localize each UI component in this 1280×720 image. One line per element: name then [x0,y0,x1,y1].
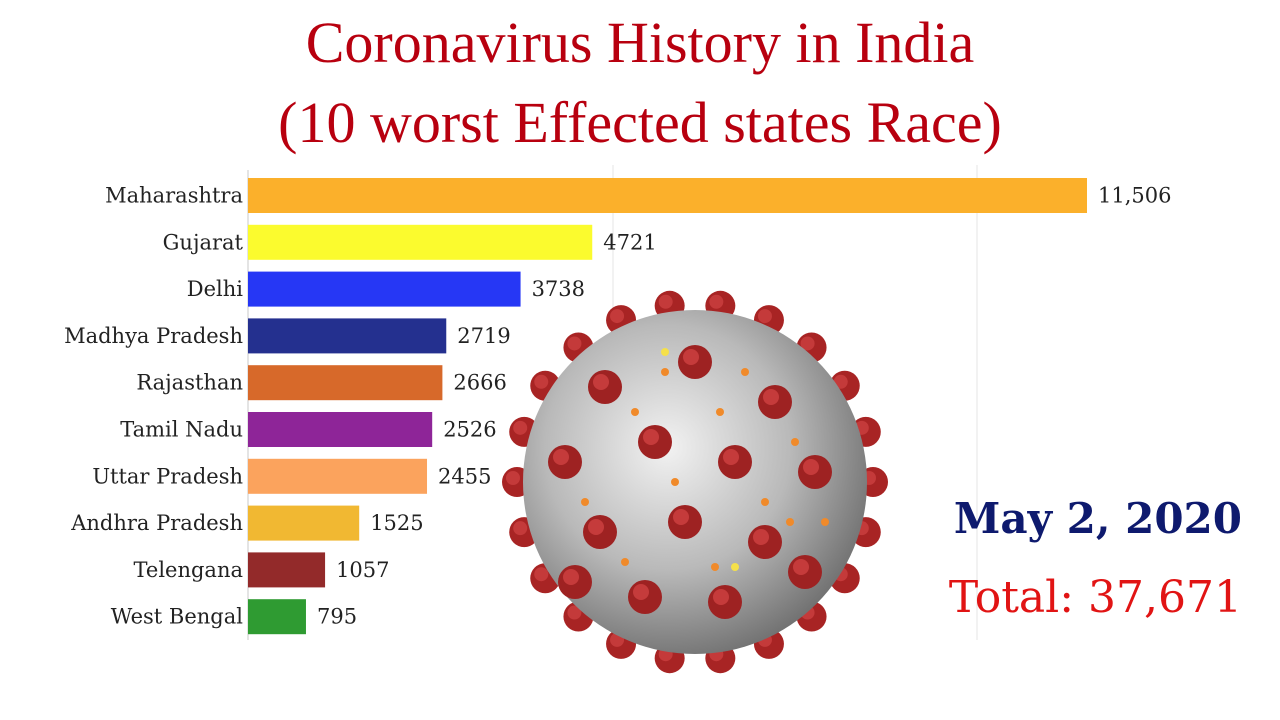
bar [248,599,306,635]
chart-title-line-2: (10 worst Effected states Race) [278,90,1002,155]
value-label: 3738 [532,277,585,301]
value-label: 2666 [453,371,506,395]
category-label: Rajasthan [136,371,243,395]
value-label: 2455 [438,464,491,488]
bar [248,271,521,307]
chart-title-line-1: Coronavirus History in India [305,10,975,75]
category-label: Maharashtra [105,184,243,208]
category-label: Gujarat [163,230,244,254]
date-label: May 2, 2020 [953,494,1242,543]
bar [248,178,1087,213]
value-label: 795 [317,605,357,629]
bar [248,505,360,541]
bars: Maharashtra 11,506 Gujarat 4721 Delhi 3738 Mad… [64,178,1171,635]
bar [248,224,593,260]
bar [248,318,447,354]
value-label: 2526 [443,418,496,442]
value-label: 4721 [603,230,656,254]
value-label: 1525 [370,511,423,535]
category-label: West Bengal [111,605,244,629]
value-label: 11,506 [1098,184,1171,208]
category-label: Telengana [134,558,243,582]
value-label: 1057 [336,558,389,582]
category-label: Uttar Pradesh [92,464,243,488]
bar [248,365,443,401]
category-label: Andhra Pradesh [70,511,243,535]
bar [248,552,326,588]
category-label: Madhya Pradesh [64,324,243,348]
value-label: 2719 [457,324,510,348]
total-cases-label: Total: 37,671 [948,572,1242,623]
category-label: Tamil Nadu [120,418,243,442]
bar [248,412,433,447]
category-label: Delhi [187,277,244,301]
bar [248,458,428,494]
coronavirus-illustration [502,290,888,674]
